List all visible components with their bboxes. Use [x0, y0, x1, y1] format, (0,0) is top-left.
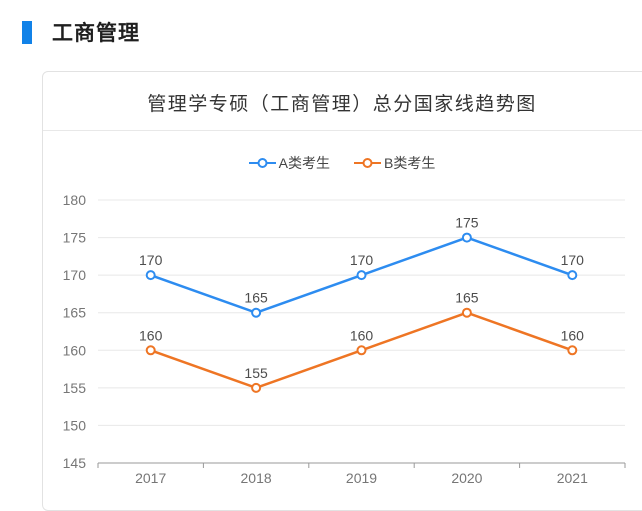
data-label: 160 — [139, 327, 163, 343]
y-axis-label: 180 — [63, 192, 87, 208]
section-accent-bar — [22, 21, 32, 44]
y-axis-label: 165 — [63, 305, 87, 321]
section-title: 工商管理 — [52, 22, 140, 45]
chart-title: 管理学专硕（工商管理）总分国家线趋势图 — [147, 94, 537, 115]
chart-card — [42, 71, 642, 511]
y-axis-label: 150 — [63, 417, 87, 433]
y-axis-label: 145 — [63, 455, 87, 471]
data-point[interactable] — [461, 307, 472, 318]
legend-label: A类考生 — [278, 155, 330, 171]
data-point[interactable] — [461, 232, 472, 243]
y-axis-label: 160 — [63, 342, 87, 358]
y-axis-label: 155 — [63, 380, 87, 396]
data-point[interactable] — [567, 270, 578, 281]
legend-item-b[interactable]: B类考生 — [354, 153, 435, 173]
x-axis-label: 2020 — [451, 470, 482, 486]
data-label: 170 — [350, 252, 374, 268]
chart-legend: A类考生 B类考生 — [42, 153, 642, 173]
data-label: 160 — [350, 327, 374, 343]
section-header: 工商管理 — [0, 0, 642, 56]
legend-line-icon — [354, 158, 381, 168]
x-axis-label: 2019 — [346, 470, 377, 486]
data-point[interactable] — [145, 345, 156, 356]
data-point[interactable] — [356, 270, 367, 281]
x-axis-label: 2018 — [241, 470, 272, 486]
legend-label: B类考生 — [384, 155, 436, 171]
data-label: 175 — [455, 215, 479, 231]
card-divider — [43, 130, 642, 131]
data-label: 165 — [455, 290, 479, 306]
x-axis-label: 2021 — [557, 470, 588, 486]
data-label: 155 — [244, 365, 268, 381]
y-axis-label: 170 — [63, 267, 87, 283]
y-axis-label: 175 — [63, 230, 87, 246]
data-point[interactable] — [251, 307, 262, 318]
data-label: 170 — [561, 252, 585, 268]
data-point[interactable] — [356, 345, 367, 356]
x-axis-label: 2017 — [135, 470, 166, 486]
data-label: 170 — [139, 252, 163, 268]
data-point[interactable] — [251, 382, 262, 393]
data-label: 165 — [244, 290, 268, 306]
data-point[interactable] — [567, 345, 578, 356]
legend-line-icon — [248, 158, 276, 168]
legend-item-a[interactable]: A类考生 — [248, 153, 330, 173]
data-point[interactable] — [145, 270, 156, 281]
data-label: 160 — [561, 327, 585, 343]
